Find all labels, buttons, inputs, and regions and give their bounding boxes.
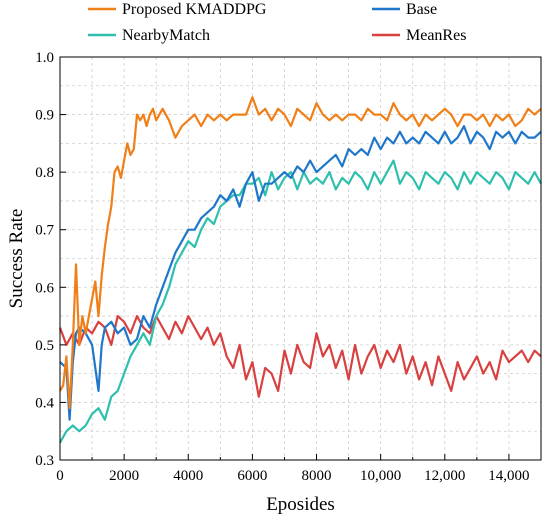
legend-label: NearbyMatch xyxy=(122,27,210,44)
x-tick-label: 0 xyxy=(56,468,64,484)
y-tick-label: 0.4 xyxy=(35,395,54,411)
y-axis: 0.3 0.4 0.5 0.6 0.7 0.8 0.9 1.0 xyxy=(35,50,66,469)
y-tick-label: 0.6 xyxy=(35,280,54,296)
legend: Proposed KMADDPG Base NearbyMatch MeanRes xyxy=(88,1,466,44)
x-tick-label: 2000 xyxy=(109,468,139,484)
y-tick-label: 0.8 xyxy=(35,165,54,181)
x-tick-label: 8000 xyxy=(302,468,332,484)
x-tick-label: 4000 xyxy=(173,468,203,484)
y-tick-label: 1.0 xyxy=(35,50,54,66)
y-tick-label: 0.5 xyxy=(35,338,54,354)
y-tick-label: 0.7 xyxy=(35,223,54,239)
plot-frame xyxy=(59,56,542,461)
x-tick-label: 12,000 xyxy=(424,468,465,484)
x-axis: 0 2000 4000 6000 8000 10,000 12,000 14,000 xyxy=(56,454,530,484)
series-line-base xyxy=(59,124,542,421)
series-layer xyxy=(58,96,542,444)
y-tick-label: 0.3 xyxy=(35,453,54,469)
x-axis-title: Eposides xyxy=(266,494,335,515)
legend-label: Base xyxy=(406,1,437,18)
grid-lines xyxy=(60,57,541,460)
x-tick-label: 10,000 xyxy=(360,468,401,484)
legend-label: Proposed KMADDPG xyxy=(122,1,267,18)
y-axis-title: Success Rate xyxy=(6,209,27,309)
series-line-proposed-kmaddpg xyxy=(59,96,542,410)
x-tick-label: 14,000 xyxy=(488,468,529,484)
series-line-meanres xyxy=(58,315,542,398)
x-tick-label: 6000 xyxy=(237,468,267,484)
series-line-nearbymatch xyxy=(59,159,542,444)
legend-label: MeanRes xyxy=(406,27,466,44)
y-tick-label: 0.9 xyxy=(35,108,54,124)
